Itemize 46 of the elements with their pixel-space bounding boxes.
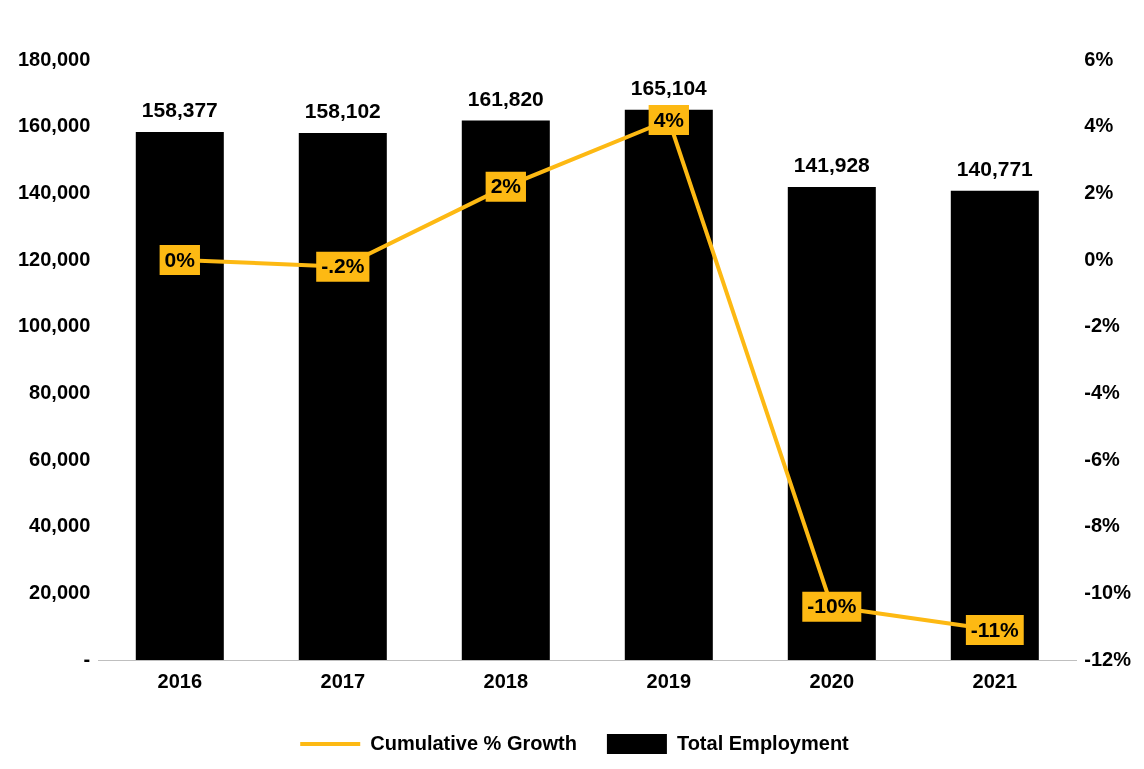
- y2-tick-label: -12%: [1084, 647, 1132, 670]
- data-label: -11%: [970, 617, 1020, 641]
- data-label: -.2%: [321, 254, 365, 278]
- y-tick-label: 60,000: [29, 447, 91, 470]
- y2-tick-label: -10%: [1084, 580, 1132, 603]
- y-tick-label: 100,000: [18, 314, 91, 337]
- bar: [135, 132, 224, 660]
- x-tick-label: 2019: [646, 669, 692, 692]
- data-label: 0%: [164, 247, 196, 271]
- x-tick-label: 2021: [972, 669, 1018, 692]
- legend-label: Total Employment: [676, 731, 850, 754]
- x-tick-label: 2020: [809, 669, 855, 692]
- bar: [624, 109, 713, 660]
- y-tick-label: 120,000: [18, 247, 91, 270]
- data-label: 161,820: [467, 86, 544, 110]
- y-tick-label: 160,000: [18, 114, 91, 137]
- data-label: 141,928: [793, 153, 871, 177]
- data-label: 158,102: [304, 99, 381, 123]
- bar: [787, 186, 876, 660]
- bar: [461, 120, 550, 660]
- y2-tick-label: 6%: [1084, 47, 1114, 70]
- y-tick-label: 40,000: [29, 514, 91, 537]
- y-tick-label: 80,000: [29, 380, 91, 403]
- data-label: 158,377: [141, 98, 218, 122]
- x-tick-label: 2018: [483, 669, 529, 692]
- bar: [298, 132, 387, 660]
- data-label: 2%: [490, 174, 522, 198]
- data-label: 140,771: [956, 157, 1034, 181]
- legend-label: Cumulative % Growth: [370, 731, 577, 754]
- y2-tick-label: 0%: [1084, 247, 1114, 270]
- y2-tick-label: -4%: [1084, 380, 1121, 403]
- x-tick-label: 2017: [320, 669, 366, 692]
- data-label: -10%: [807, 594, 857, 618]
- y2-tick-label: -6%: [1084, 447, 1121, 470]
- x-tick-label: 2016: [157, 669, 203, 692]
- data-label: 165,104: [630, 75, 708, 99]
- y2-tick-label: -2%: [1084, 314, 1121, 337]
- y-tick-label: 140,000: [18, 180, 91, 203]
- y-tick-label: 180,000: [18, 47, 91, 70]
- data-label: 4%: [653, 107, 685, 131]
- y-tick-label: -: [83, 647, 91, 670]
- bar: [950, 190, 1039, 660]
- y2-tick-label: 4%: [1084, 114, 1114, 137]
- y2-tick-label: 2%: [1084, 180, 1114, 203]
- y-tick-label: 20,000: [29, 580, 91, 603]
- y2-tick-label: -8%: [1084, 514, 1121, 537]
